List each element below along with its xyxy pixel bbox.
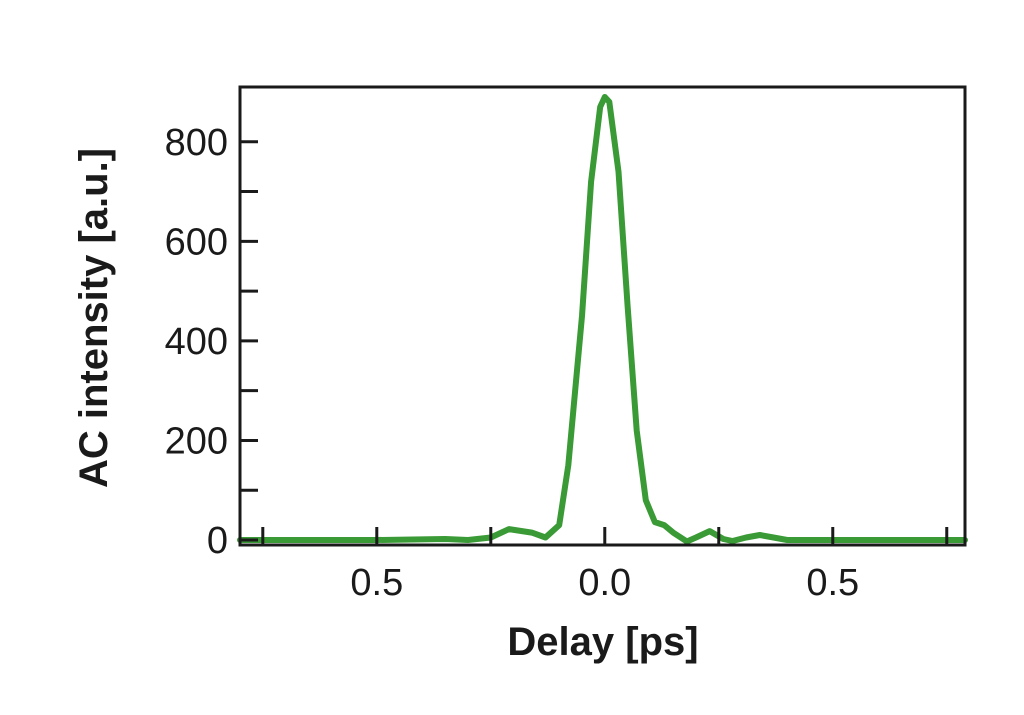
y-tick-label: 400 [165,321,228,363]
x-tick-label: 0.5 [350,562,403,604]
y-axis-label: AC intensity [a.u.] [72,148,116,488]
x-tick-label: 0.5 [806,562,859,604]
y-tick-label: 600 [165,221,228,263]
y-tick-label: 800 [165,122,228,164]
x-tick-label: 0.0 [578,562,631,604]
plot-frame [238,85,967,547]
x-axis-label: Delay [ps] [507,620,698,664]
y-tick-label: 0 [207,520,228,562]
data-line [237,94,968,545]
y-tick-label: 200 [165,420,228,462]
